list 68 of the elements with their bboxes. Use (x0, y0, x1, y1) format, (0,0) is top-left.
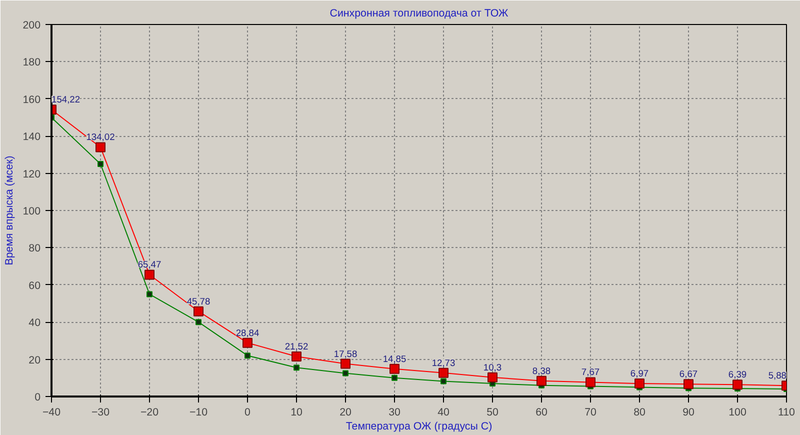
x-tick-label: 60 (536, 406, 548, 418)
data-label: 17,58 (334, 348, 358, 359)
x-tick-label: 110 (778, 406, 796, 418)
x-axis-title: Температура ОЖ (градусы С) (346, 420, 492, 432)
point (732, 380, 742, 390)
y-tick-label: 140 (22, 131, 41, 144)
x-tick-label: 70 (584, 406, 596, 418)
x-tick-label: −10 (189, 406, 208, 418)
point (96, 142, 106, 152)
data-label: 8,38 (532, 366, 551, 376)
point (340, 358, 350, 369)
data-label: 6,97 (630, 368, 649, 379)
point (144, 270, 154, 280)
x-tick-label: 10 (290, 406, 302, 418)
y-tick-label: 20 (28, 354, 41, 366)
chart-title: Синхронная топливоподача от ТОЖ (330, 8, 508, 20)
point (196, 319, 202, 326)
point (390, 364, 400, 374)
x-tick-label: −20 (140, 406, 159, 418)
data-label: 154,22 (52, 94, 80, 105)
point (634, 378, 644, 389)
data-label: 21,52 (284, 341, 308, 352)
y-tick-label: 200 (22, 20, 41, 32)
x-tick-label: 30 (388, 406, 400, 418)
y-tick-label: 120 (22, 168, 41, 180)
point (438, 368, 448, 378)
y-tick-label: 0 (34, 392, 41, 404)
point (242, 338, 252, 348)
point (440, 378, 446, 384)
y-axis-title: Время впрыска (мсек) (4, 156, 16, 266)
data-label: 12,73 (432, 358, 456, 368)
x-tick-label: −30 (91, 406, 110, 418)
data-label: 65,47 (138, 260, 162, 270)
y-tick-label: 100 (22, 206, 41, 218)
y-tick-label: 40 (28, 317, 41, 330)
y-tick-label: 180 (22, 56, 41, 69)
point (244, 352, 250, 359)
data-label: 6,67 (679, 369, 698, 380)
point (488, 372, 498, 382)
point (684, 379, 694, 390)
y-tick-label: 160 (22, 94, 41, 106)
point (292, 351, 302, 362)
y-tick-label: 60 (28, 280, 41, 292)
x-tick-label: 0 (244, 406, 251, 418)
data-label: 45,78 (186, 296, 210, 306)
point (586, 377, 596, 388)
point (342, 370, 348, 376)
x-tick-label: 90 (682, 406, 694, 418)
x-tick-label: −40 (42, 406, 61, 418)
point (146, 291, 152, 298)
data-label: 10,3 (483, 362, 502, 372)
x-tick-label: 40 (438, 406, 450, 418)
x-tick-label: 100 (728, 406, 746, 418)
data-label: 6,39 (728, 370, 747, 380)
x-tick-label: 20 (340, 406, 352, 418)
point (194, 306, 204, 316)
point (294, 364, 300, 371)
data-label: 5,88 (768, 370, 786, 381)
point (392, 374, 398, 381)
data-label: 7,67 (581, 367, 600, 378)
point (98, 161, 104, 167)
data-label: 14,85 (382, 354, 406, 364)
y-tick-label: 80 (28, 242, 41, 255)
x-tick-label: 80 (634, 406, 646, 418)
x-tick-label: 50 (486, 406, 498, 418)
data-label: 134,02 (86, 132, 115, 142)
data-label: 28,84 (236, 328, 260, 338)
point (536, 376, 546, 386)
